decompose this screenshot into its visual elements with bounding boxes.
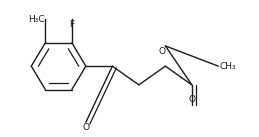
Text: O: O [188, 95, 195, 104]
Text: O: O [82, 123, 89, 132]
Text: CH₃: CH₃ [219, 62, 236, 71]
Text: O: O [158, 47, 165, 56]
Text: H₃C: H₃C [28, 15, 45, 24]
Text: F: F [69, 20, 74, 29]
